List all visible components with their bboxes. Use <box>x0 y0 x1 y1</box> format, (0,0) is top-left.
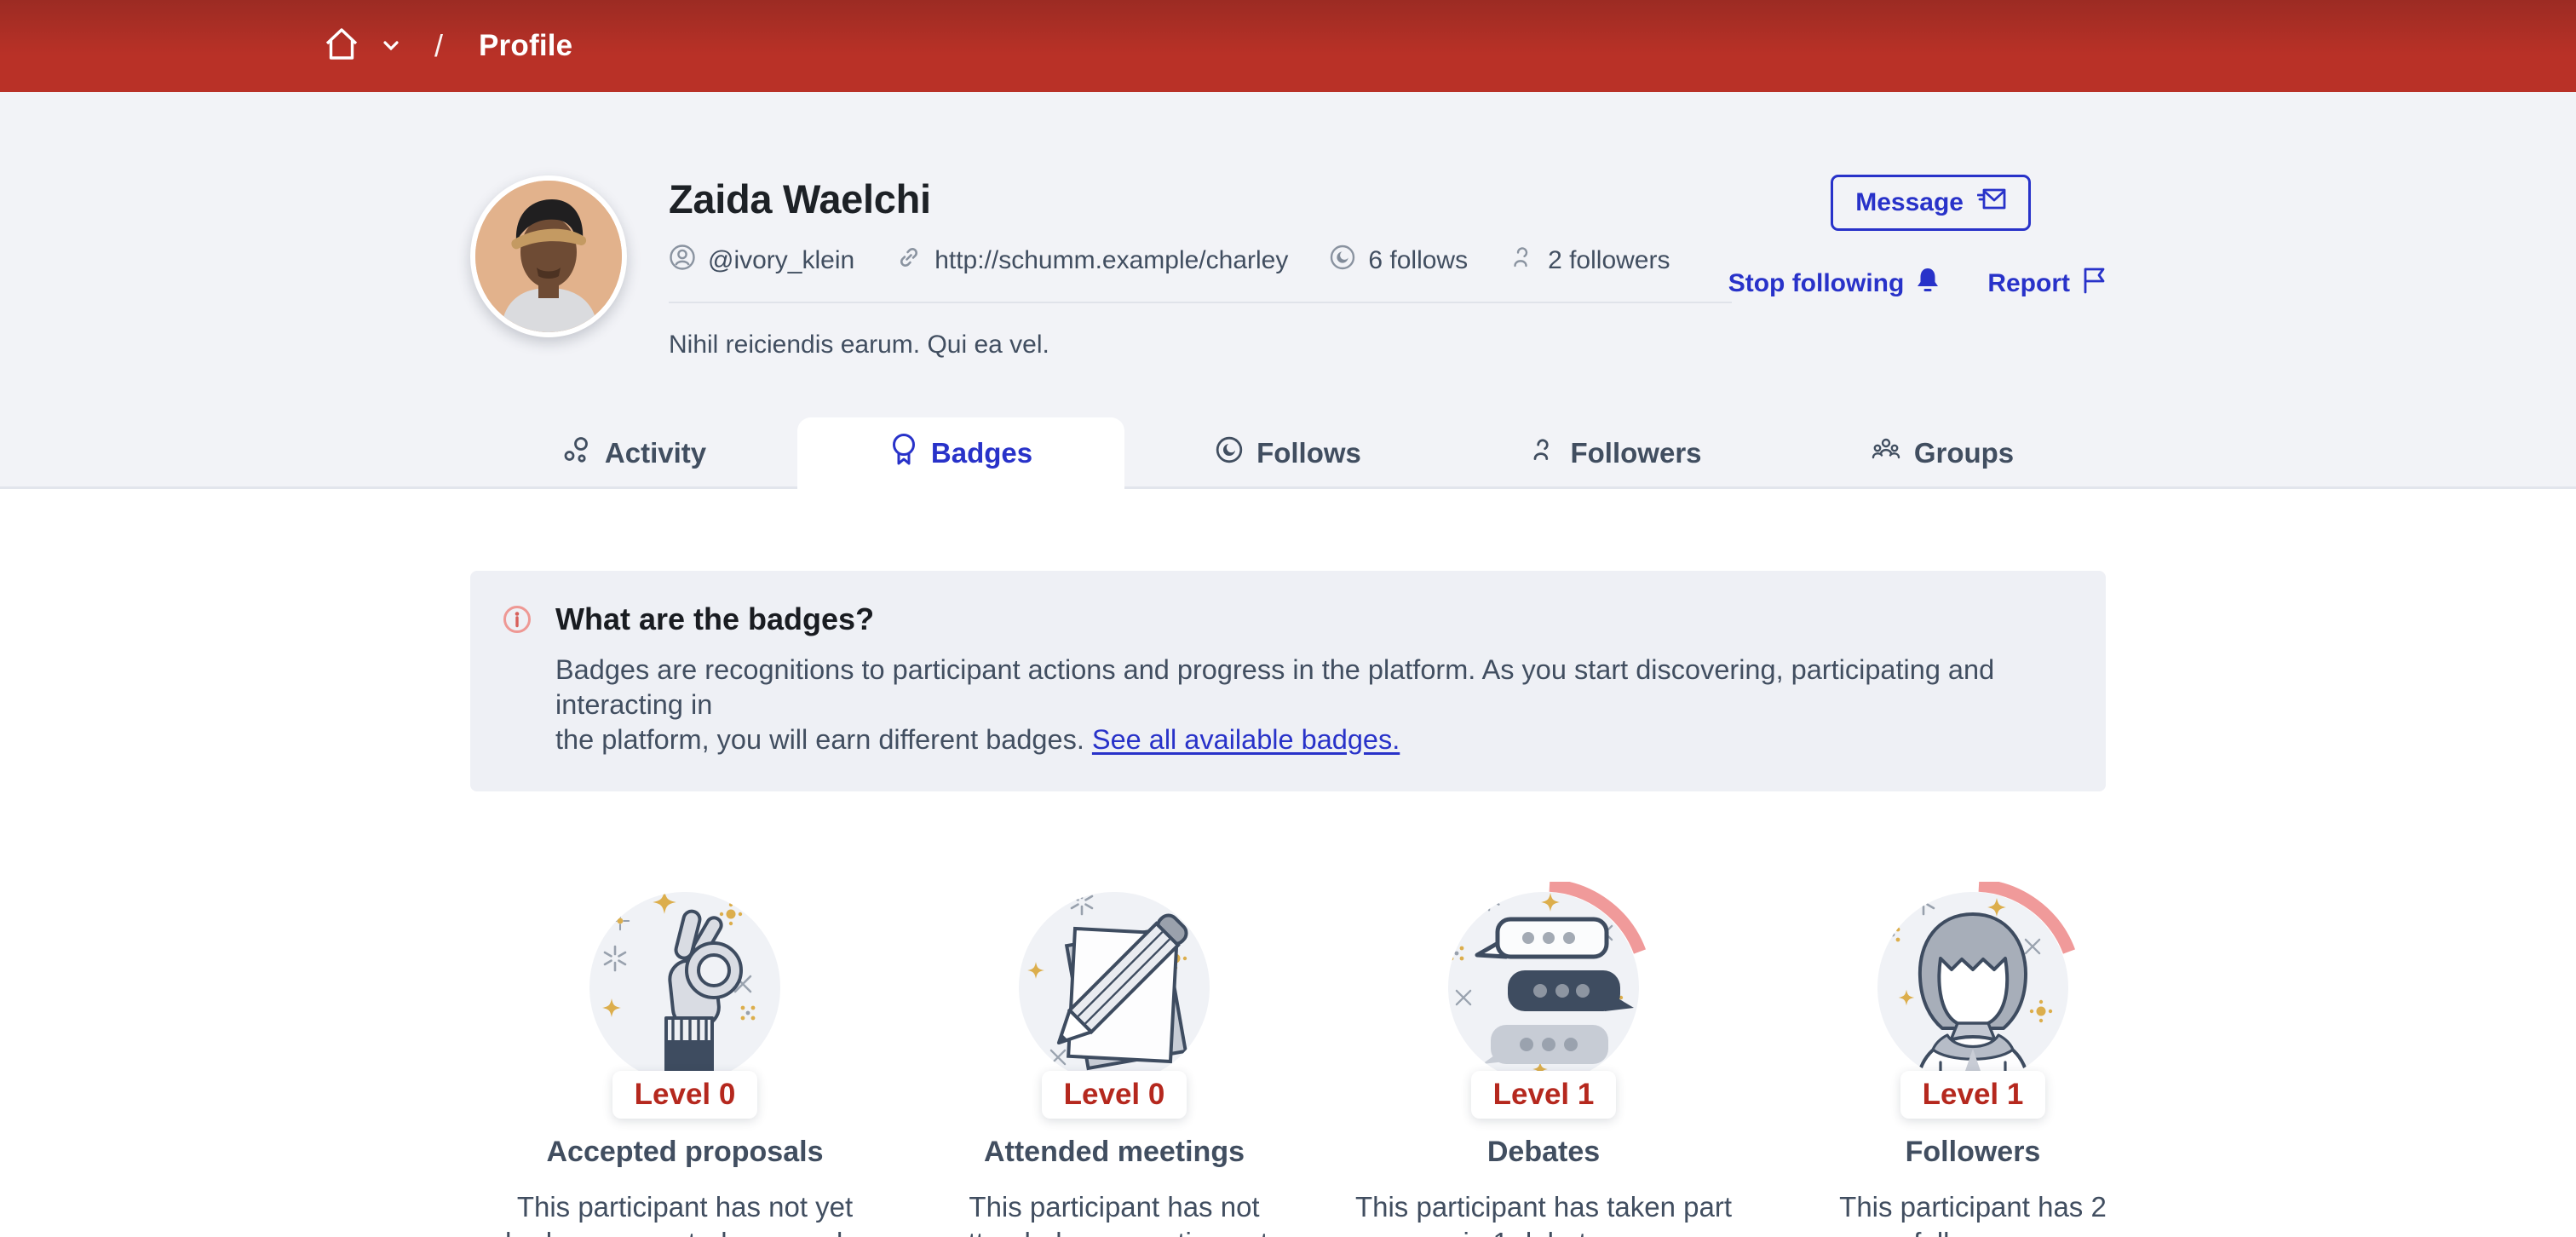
tab-followers[interactable]: Followers <box>1452 417 1779 489</box>
link-icon <box>895 244 923 278</box>
profile-actions: Message Stop following <box>1728 175 2106 301</box>
followers-icon <box>1509 244 1536 278</box>
badges-grid: Level 0 Accepted proposals This particip… <box>470 878 2188 1237</box>
profile-follows-count: 6 follows <box>1329 244 1468 278</box>
profile-meta-row: @ivory_klein http://schumm.example/charl… <box>669 244 1732 278</box>
info-body: Badges are recognitions to participant a… <box>555 654 1995 755</box>
badge-card-attended-meetings: Level 0 Attended meetings This participa… <box>900 882 1329 1237</box>
tab-follows[interactable]: Follows <box>1124 417 1452 489</box>
badge-level: Level 0 <box>1041 1071 1187 1119</box>
profile-website-link[interactable]: http://schumm.example/charley <box>895 244 1288 278</box>
bell-icon <box>1916 267 1940 301</box>
profile-handle: @ivory_klein <box>669 244 854 278</box>
badge-title: Attended meetings <box>983 1136 1245 1168</box>
badges-panel: What are the badges? Badges are recognit… <box>0 489 2576 1237</box>
report-button[interactable]: Report <box>1987 267 2106 301</box>
profile-name: Zaida Waelchi <box>669 176 931 222</box>
profile-header: Zaida Waelchi @ivory_klein <box>0 92 2576 489</box>
badge-card-debates: Level 1 Debates This participant has tak… <box>1329 878 1758 1237</box>
followers-icon <box>1528 435 1557 471</box>
badge-level: Level 1 <box>1470 1071 1617 1119</box>
tab-activity[interactable]: Activity <box>470 417 797 489</box>
tab-badges[interactable]: Badges <box>797 417 1124 489</box>
divider <box>669 302 1732 303</box>
badge-card-accepted-proposals: Level 0 Accepted proposals This particip… <box>470 882 900 1237</box>
profile-followers-count: 2 followers <box>1509 244 1670 278</box>
follows-icon <box>1329 244 1356 278</box>
breadcrumb-separator: / <box>434 28 444 63</box>
home-icon <box>322 25 361 68</box>
badge-level: Level 0 <box>612 1071 758 1119</box>
follows-icon <box>1215 435 1244 471</box>
badge-title: Debates <box>1486 1136 1601 1168</box>
info-title: What are the badges? <box>555 601 875 636</box>
ok-hand-illustration <box>579 882 791 1093</box>
avatar <box>470 175 627 337</box>
message-button[interactable]: Message <box>1831 175 2031 231</box>
badge-title: Accepted proposals <box>546 1136 824 1168</box>
profile-tabs: Activity Badges Follows <box>470 417 2106 489</box>
level-progress-arc <box>1978 878 2076 954</box>
groups-icon <box>1871 435 1901 471</box>
send-message-icon <box>1976 187 2006 218</box>
badge-description: This participant has 2 followers. <box>1839 1191 2107 1237</box>
person-star-illustration <box>1867 878 2079 1093</box>
stop-following-button[interactable]: Stop following <box>1728 267 1941 301</box>
see-all-badges-link[interactable]: See all available badges. <box>1091 724 1400 755</box>
badge-description: This participant has taken part in 1 deb… <box>1354 1191 1733 1237</box>
badge-card-followers: Level 1 Followers This participant has 2… <box>1758 878 2188 1237</box>
level-progress-arc <box>1549 878 1647 954</box>
badge-level: Level 1 <box>1900 1071 2046 1119</box>
user-circle-icon <box>669 244 696 278</box>
badge-description: This participant has not attended any me… <box>952 1191 1276 1237</box>
home-link[interactable] <box>322 25 361 68</box>
chat-bubbles-illustration <box>1438 878 1649 1093</box>
flag-icon <box>2082 267 2106 301</box>
pencil-paper-illustration <box>1009 882 1220 1093</box>
medal-icon <box>889 433 918 474</box>
badge-title: Followers <box>1905 1136 2041 1168</box>
tab-groups[interactable]: Groups <box>1779 417 2106 489</box>
chevron-down-icon[interactable] <box>383 41 399 51</box>
breadcrumb-current: Profile <box>479 29 573 62</box>
info-icon <box>503 605 532 757</box>
badge-description: This participant has not yet had any acc… <box>505 1191 865 1237</box>
activity-icon <box>561 434 592 472</box>
profile-bio: Nihil reiciendis earum. Qui ea vel. <box>669 331 1049 359</box>
main-navbar: / Profile <box>0 0 2576 92</box>
badges-info-box: What are the badges? Badges are recognit… <box>470 571 2106 791</box>
